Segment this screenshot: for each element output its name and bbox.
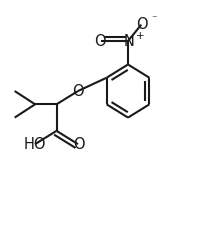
Text: N: N — [123, 34, 134, 49]
Text: O: O — [73, 137, 84, 152]
Text: O: O — [136, 17, 147, 32]
Text: +: + — [135, 31, 144, 41]
Text: HO: HO — [24, 137, 46, 152]
Text: O: O — [72, 84, 83, 99]
Text: ⁻: ⁻ — [151, 15, 157, 25]
Text: O: O — [94, 34, 106, 49]
